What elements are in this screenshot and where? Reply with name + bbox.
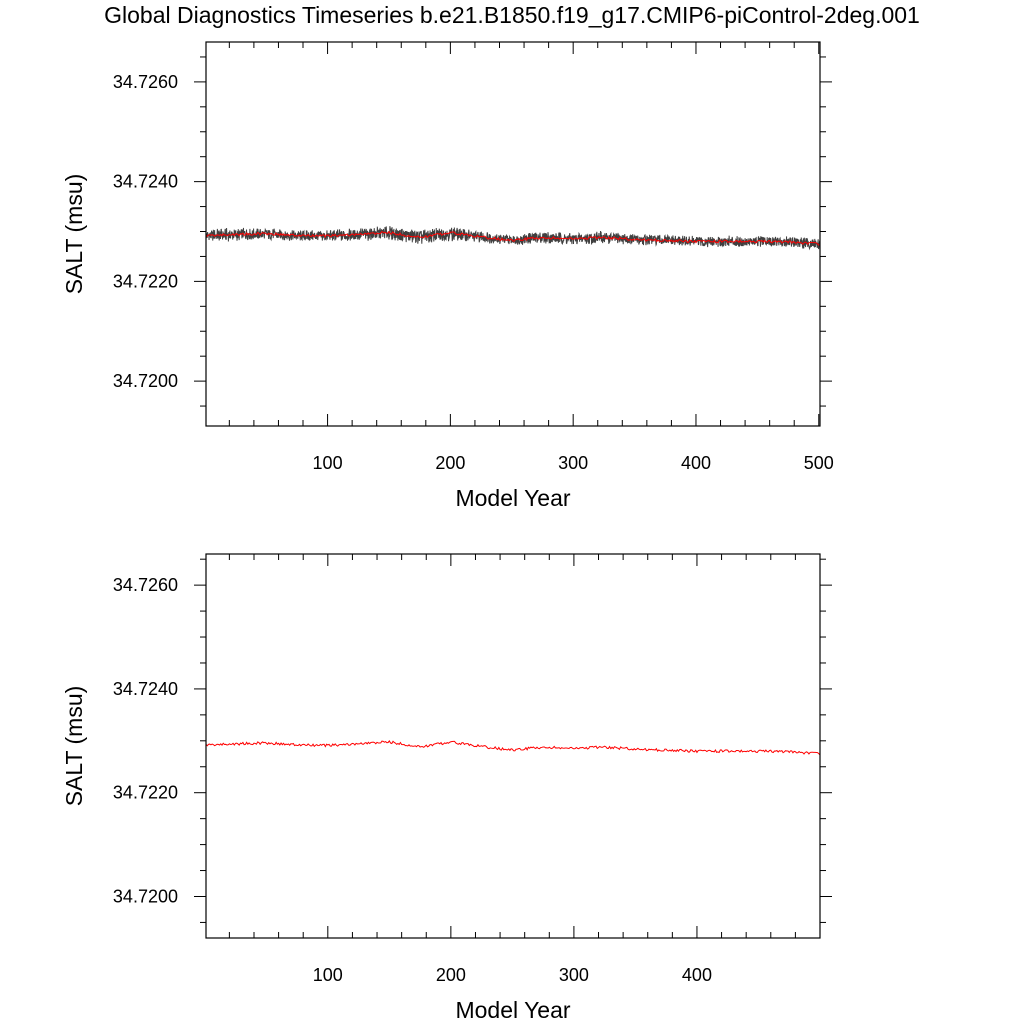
y-tick-label: 34.7200 xyxy=(113,886,178,906)
chart-title: Global Diagnostics Timeseries b.e21.B185… xyxy=(104,2,920,28)
x-axis-title: Model Year xyxy=(455,997,570,1023)
x-tick-label: 100 xyxy=(313,965,343,985)
y-tick-label: 34.7220 xyxy=(113,271,178,291)
series-annual-mean-line xyxy=(205,740,821,756)
y-tick-label: 34.7240 xyxy=(113,679,178,699)
plot-frame xyxy=(205,553,821,939)
series-monthly-line xyxy=(205,226,821,251)
chart-panel-2: 100 200 300 400 34.7200 34.7220 34.7240 34.7260… xyxy=(61,553,832,1023)
x-tick-label: 200 xyxy=(435,453,465,473)
x-tick-label: 300 xyxy=(559,965,589,985)
x-tick-label: 500 xyxy=(804,453,834,473)
y-tick-label: 34.7260 xyxy=(113,575,178,595)
plot-frame xyxy=(205,41,821,427)
y-axis-title: SALT (msu) xyxy=(61,686,87,807)
x-tick-label: 400 xyxy=(681,453,711,473)
y-tick-label: 34.7260 xyxy=(113,72,178,92)
y-axis-title: SALT (msu) xyxy=(61,174,87,295)
series-annual-mean-line xyxy=(205,230,821,246)
y-tick-label: 34.7220 xyxy=(113,783,178,803)
y-tick-label: 34.7200 xyxy=(113,371,178,391)
x-tick-label: 200 xyxy=(436,965,466,985)
chart-panel-1: 100 200 300 400 500 34.7200 34.7220 34.7240 34.7… xyxy=(61,41,834,511)
x-tick-label: 400 xyxy=(682,965,712,985)
x-tick-label: 300 xyxy=(558,453,588,473)
y-tick-label: 34.7240 xyxy=(113,172,178,192)
x-axis-title: Model Year xyxy=(455,485,570,511)
x-tick-label: 100 xyxy=(313,453,343,473)
